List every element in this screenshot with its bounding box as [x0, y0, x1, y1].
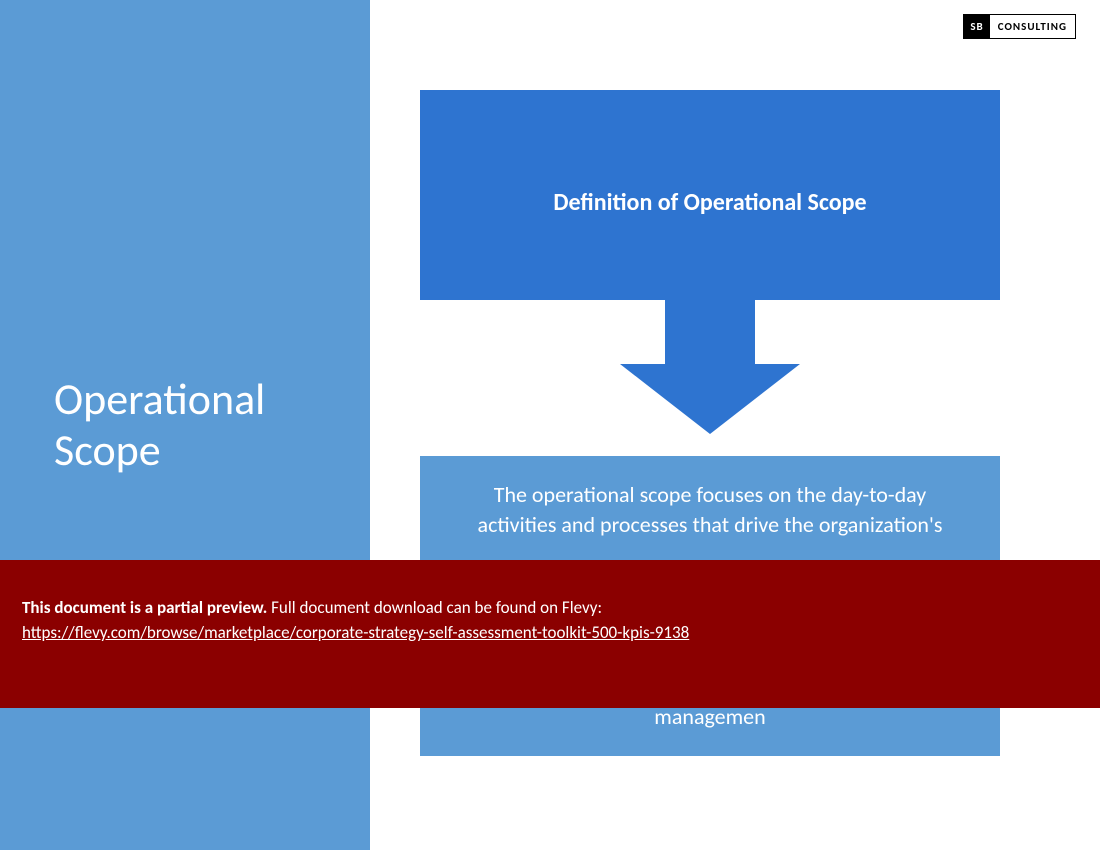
- overlay-rest: Full document download can be found on F…: [267, 597, 602, 618]
- arrow-stem: [665, 300, 755, 364]
- logo-right: CONSULTING: [990, 15, 1075, 38]
- arrow-head-icon: [620, 364, 800, 434]
- logo-left: SB: [964, 15, 989, 38]
- logo: SB CONSULTING: [963, 14, 1076, 39]
- body-text-top: The operational scope focuses on the day…: [454, 480, 966, 539]
- slide-title: OperationalScope: [54, 374, 265, 475]
- definition-box: Definition of Operational Scope: [420, 90, 1000, 300]
- definition-title: Definition of Operational Scope: [553, 188, 866, 217]
- left-panel: OperationalScope: [0, 0, 370, 850]
- overlay-link[interactable]: https://flevy.com/browse/marketplace/cor…: [22, 622, 689, 643]
- preview-overlay: This document is a partial preview. Full…: [0, 560, 1100, 708]
- overlay-lead: This document is a partial preview.: [22, 597, 267, 618]
